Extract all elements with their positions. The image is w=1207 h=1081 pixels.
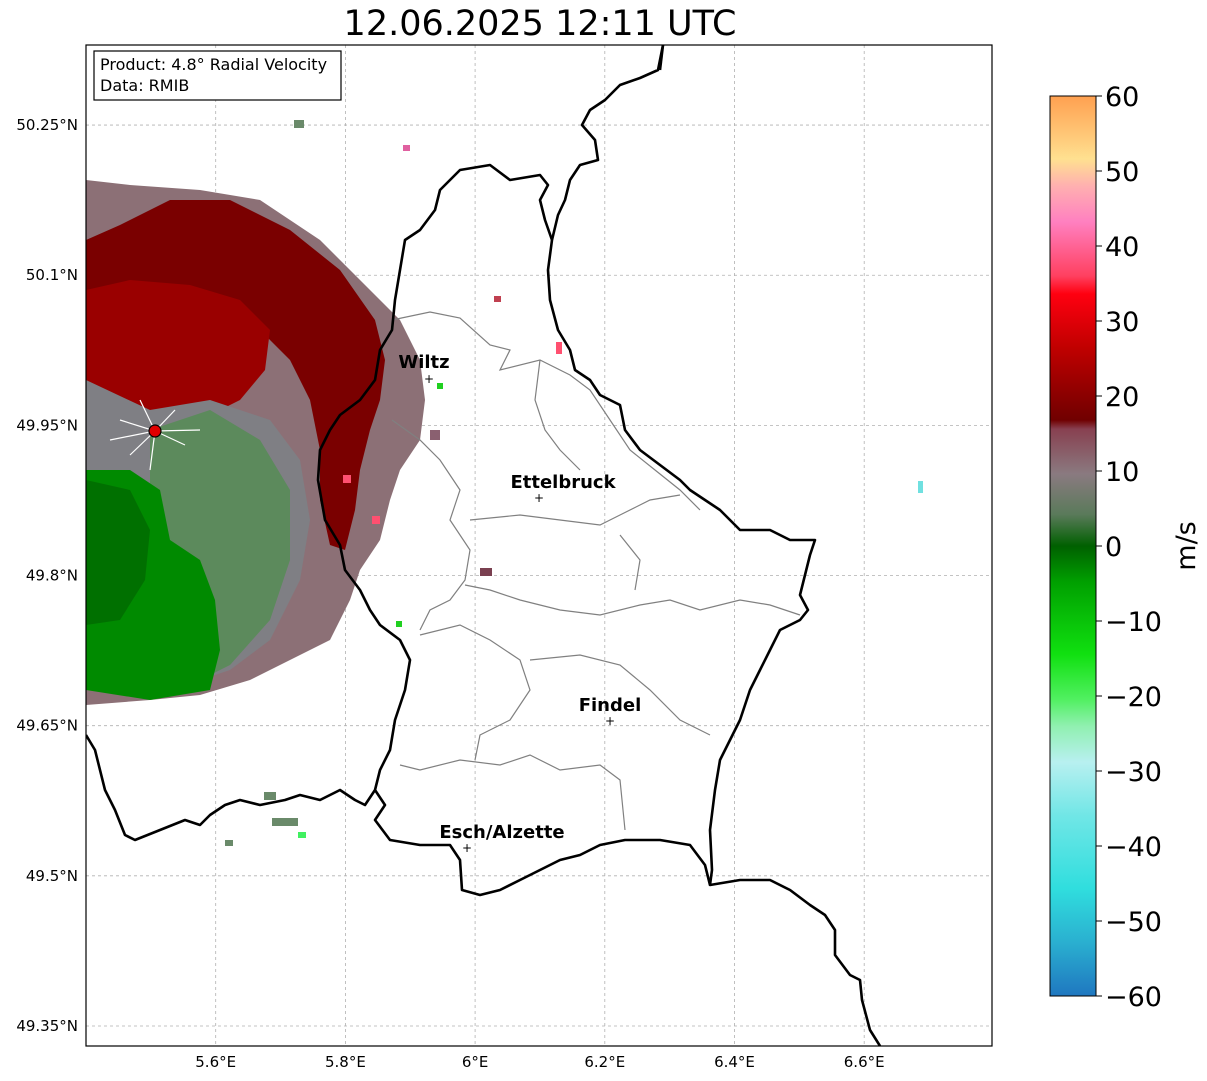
map-title: 12.06.2025 12:11 UTC	[343, 4, 737, 44]
colorbar: 60 50 40 30 20 10 0 −10 −20 −30 −40 −50 −60 m/s	[1049, 82, 1202, 1013]
colorbar-tick-label: 30	[1105, 307, 1139, 338]
city-wiltz[interactable]: Wiltz +	[398, 352, 449, 386]
lat-tick-label: 49.95°N	[16, 416, 78, 434]
city-esch-alzette[interactable]: Esch/Alzette +	[439, 822, 564, 855]
city-findel[interactable]: Findel +	[579, 695, 642, 728]
lat-tick-label: 50.1°N	[26, 266, 78, 284]
lon-tick-label: 6.4°E	[714, 1053, 755, 1071]
lon-tick-label: 5.8°E	[325, 1053, 366, 1071]
lon-tick-label: 6°E	[462, 1053, 489, 1071]
colorbar-ticks: 60 50 40 30 20 10 0 −10 −20 −30 −40 −50 −60	[1096, 82, 1162, 1013]
lat-tick-label: 49.5°N	[26, 867, 78, 885]
info-box: Product: 4.8° Radial Velocity Data: RMIB	[93, 50, 342, 101]
map-area: Wiltz + Ettelbruck + Findel + Esch/Alzet…	[86, 45, 992, 1046]
latitude-ticks: 50.25°N 50.1°N 49.95°N 49.8°N 49.65°N 49.5°N 4…	[16, 116, 78, 1035]
colorbar-tick-label: −50	[1105, 907, 1162, 938]
map-frame	[85, 44, 993, 1047]
city-marker-icon: +	[534, 491, 544, 505]
country-border	[86, 45, 882, 1046]
city-label: Ettelbruck	[510, 472, 616, 493]
echo-speckles	[225, 120, 923, 846]
colorbar-tick-label: −60	[1105, 982, 1162, 1013]
colorbar-tick-label: 50	[1105, 157, 1139, 188]
city-marker-icon: +	[462, 841, 472, 855]
echo-approaching-inner	[86, 480, 150, 625]
radar-echoes	[86, 120, 923, 846]
city-label: Findel	[579, 695, 642, 716]
colorbar-tick-label: −20	[1105, 682, 1162, 713]
city-label: Wiltz	[398, 352, 449, 373]
colorbar-tick-label: −40	[1105, 832, 1162, 863]
city-ettelbruck[interactable]: Ettelbruck +	[510, 472, 616, 505]
lat-tick-label: 49.8°N	[26, 567, 78, 585]
radar-site-marker[interactable]	[148, 424, 162, 438]
lon-tick-label: 5.6°E	[195, 1053, 236, 1071]
lat-tick-label: 50.25°N	[16, 116, 78, 134]
canton-boundaries	[391, 311, 801, 831]
colorbar-tick-label: 0	[1105, 532, 1122, 563]
info-product: Product: 4.8° Radial Velocity	[100, 55, 327, 74]
city-label: Esch/Alzette	[439, 822, 564, 843]
colorbar-tick-label: 40	[1105, 232, 1139, 263]
echo-receding-core	[86, 280, 270, 430]
colorbar-tick-label: 10	[1105, 457, 1139, 488]
info-data-source: Data: RMIB	[100, 76, 189, 95]
lon-tick-label: 6.6°E	[844, 1053, 885, 1071]
colorbar-tick-label: −30	[1105, 757, 1162, 788]
city-marker-icon: +	[424, 372, 434, 386]
city-marker-icon: +	[605, 714, 615, 728]
colorbar-unit-label: m/s	[1171, 521, 1202, 570]
colorbar-gradient	[1049, 95, 1097, 997]
lon-tick-label: 6.2°E	[584, 1053, 625, 1071]
longitude-ticks: 5.6°E 5.8°E 6°E 6.2°E 6.4°E 6.6°E	[195, 1053, 884, 1071]
lat-tick-label: 49.65°N	[16, 717, 78, 735]
colorbar-tick-label: 20	[1105, 382, 1139, 413]
colorbar-tick-label: −10	[1105, 607, 1162, 638]
colorbar-tick-label: 60	[1105, 82, 1139, 113]
lat-tick-label: 49.35°N	[16, 1017, 78, 1035]
